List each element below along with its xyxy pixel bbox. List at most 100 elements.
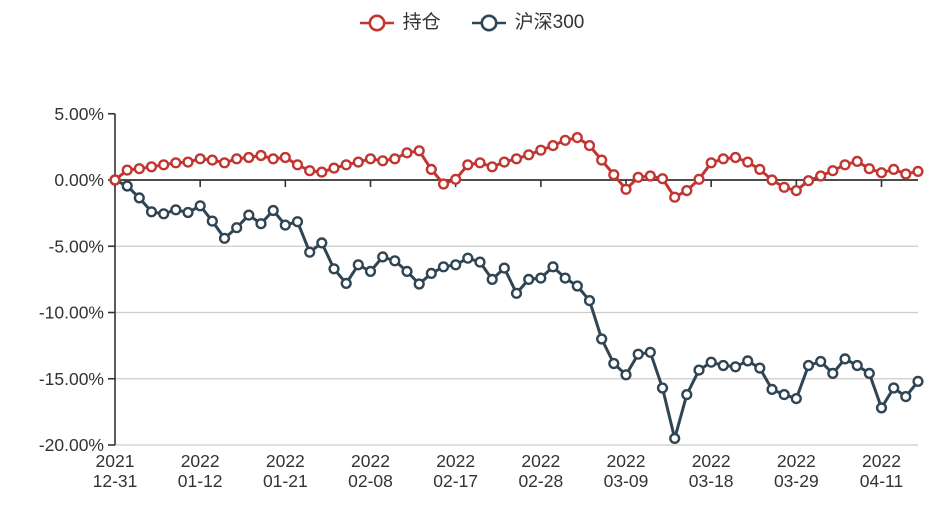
data-point-marker[interactable] — [681, 389, 693, 401]
data-point-marker[interactable] — [145, 206, 158, 218]
data-point-marker[interactable] — [425, 163, 437, 176]
data-point-marker[interactable] — [425, 267, 437, 280]
data-point-marker[interactable] — [802, 175, 815, 187]
data-point-marker[interactable] — [523, 149, 535, 161]
data-point-marker[interactable] — [535, 144, 547, 156]
data-point-marker[interactable] — [571, 280, 583, 292]
data-point-marker[interactable] — [766, 174, 778, 186]
data-point-marker[interactable] — [912, 165, 924, 178]
data-point-marker[interactable] — [133, 192, 145, 204]
data-point-marker[interactable] — [632, 171, 644, 183]
data-point-marker[interactable] — [340, 159, 352, 171]
data-point-marker[interactable] — [705, 356, 717, 368]
data-point-marker[interactable] — [681, 185, 693, 197]
data-point-marker[interactable] — [888, 382, 900, 394]
data-point-marker[interactable] — [583, 140, 596, 152]
data-point-marker[interactable] — [486, 161, 498, 173]
data-point-marker[interactable] — [547, 140, 559, 152]
data-point-marker[interactable] — [474, 256, 486, 268]
data-point-marker[interactable] — [705, 157, 717, 169]
data-point-marker[interactable] — [145, 161, 158, 173]
data-point-marker[interactable] — [121, 164, 133, 176]
data-point-marker[interactable] — [900, 391, 912, 403]
data-point-marker[interactable] — [316, 166, 328, 178]
data-point-marker[interactable] — [316, 237, 328, 249]
data-point-marker[interactable] — [559, 272, 571, 284]
data-point-marker[interactable] — [486, 273, 498, 286]
data-point-marker[interactable] — [815, 170, 827, 182]
data-point-marker[interactable] — [766, 383, 778, 396]
data-point-marker[interactable] — [839, 159, 851, 171]
data-point-marker[interactable] — [669, 432, 681, 445]
data-point-marker[interactable] — [304, 246, 316, 258]
data-point-marker[interactable] — [364, 265, 377, 278]
data-point-marker[interactable] — [389, 255, 401, 267]
data-point-marker[interactable] — [912, 375, 924, 388]
data-point-marker[interactable] — [437, 178, 450, 190]
data-point-marker[interactable] — [900, 168, 912, 180]
data-point-marker[interactable] — [109, 174, 121, 186]
data-point-marker[interactable] — [754, 163, 766, 176]
data-point-marker[interactable] — [778, 389, 790, 401]
data-point-marker[interactable] — [328, 263, 340, 275]
data-point-marker[interactable] — [267, 153, 279, 165]
data-point-marker[interactable] — [231, 153, 243, 165]
data-point-marker[interactable] — [121, 180, 133, 192]
data-point-marker[interactable] — [583, 295, 596, 307]
data-point-marker[interactable] — [790, 393, 802, 405]
data-point-marker[interactable] — [255, 218, 267, 230]
data-point-marker[interactable] — [267, 204, 279, 217]
data-point-marker[interactable] — [218, 232, 231, 244]
data-point-marker[interactable] — [474, 157, 486, 169]
data-point-marker[interactable] — [450, 173, 462, 185]
data-point-marker[interactable] — [863, 163, 875, 175]
data-point-marker[interactable] — [863, 367, 875, 380]
data-point-marker[interactable] — [535, 272, 547, 284]
legend-item-csi300[interactable]: 沪深300 — [471, 10, 584, 36]
data-point-marker[interactable] — [133, 163, 145, 175]
data-point-marker[interactable] — [291, 159, 304, 171]
data-point-marker[interactable] — [571, 132, 583, 144]
data-point-marker[interactable] — [218, 157, 231, 169]
data-point-marker[interactable] — [754, 362, 766, 374]
data-point-marker[interactable] — [888, 163, 900, 176]
data-point-marker[interactable] — [352, 259, 364, 271]
data-point-marker[interactable] — [182, 206, 194, 219]
data-point-marker[interactable] — [328, 162, 340, 174]
data-point-marker[interactable] — [693, 173, 705, 185]
data-point-marker[interactable] — [656, 382, 669, 394]
data-point-marker[interactable] — [729, 361, 742, 373]
data-point-marker[interactable] — [510, 153, 523, 165]
data-point-marker[interactable] — [437, 261, 450, 273]
data-point-marker[interactable] — [669, 191, 681, 203]
data-point-marker[interactable] — [523, 273, 535, 286]
data-point-marker[interactable] — [231, 222, 243, 234]
data-point-marker[interactable] — [851, 359, 863, 372]
data-point-marker[interactable] — [206, 215, 218, 227]
data-point-marker[interactable] — [875, 402, 888, 414]
data-point-marker[interactable] — [389, 153, 401, 165]
data-point-marker[interactable] — [291, 216, 304, 228]
data-point-marker[interactable] — [194, 153, 206, 165]
data-point-marker[interactable] — [279, 151, 291, 164]
data-point-marker[interactable] — [620, 183, 632, 195]
legend-item-holdings[interactable]: 持仓 — [359, 10, 441, 36]
data-point-marker[interactable] — [243, 151, 255, 164]
data-point-marker[interactable] — [413, 145, 425, 157]
data-point-marker[interactable] — [158, 159, 170, 171]
data-point-marker[interactable] — [170, 157, 182, 169]
data-point-marker[interactable] — [717, 153, 729, 165]
data-point-marker[interactable] — [255, 149, 267, 162]
data-point-marker[interactable] — [644, 346, 656, 358]
data-point-marker[interactable] — [304, 165, 316, 177]
data-point-marker[interactable] — [377, 155, 389, 167]
data-point-marker[interactable] — [742, 156, 754, 168]
data-point-marker[interactable] — [851, 155, 863, 168]
data-point-marker[interactable] — [206, 154, 218, 166]
data-point-marker[interactable] — [656, 173, 669, 185]
data-point-marker[interactable] — [340, 277, 352, 290]
data-point-marker[interactable] — [158, 208, 170, 220]
data-point-marker[interactable] — [498, 156, 510, 168]
data-point-marker[interactable] — [778, 181, 790, 193]
data-point-marker[interactable] — [632, 348, 644, 360]
